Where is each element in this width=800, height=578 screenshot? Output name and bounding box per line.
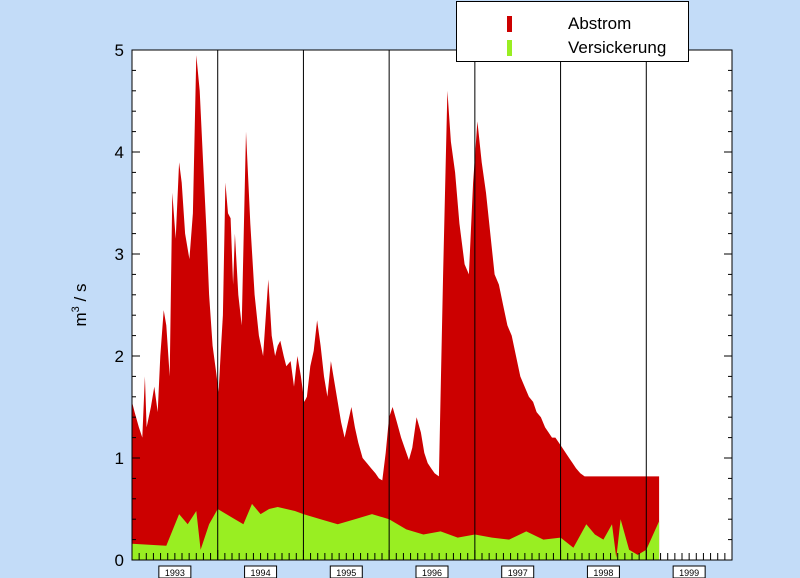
year-label-box xyxy=(329,565,363,578)
series-layer xyxy=(132,55,660,560)
year-label: 1997 xyxy=(508,568,528,578)
series-versickerung-area xyxy=(132,503,660,560)
series-abstrom-area xyxy=(132,55,660,560)
y-tick-label: 5 xyxy=(115,41,124,60)
year-label-box xyxy=(415,565,449,578)
legend-swatch-abstrom xyxy=(507,16,512,32)
year-label: 1996 xyxy=(422,568,442,578)
legend-item-abstrom: Abstrom xyxy=(457,12,688,36)
year-label: 1993 xyxy=(165,568,185,578)
y-tick-label: 1 xyxy=(115,449,124,468)
year-label: 1995 xyxy=(336,568,356,578)
year-label: 1999 xyxy=(679,568,699,578)
year-label: 1998 xyxy=(593,568,613,578)
legend-label-abstrom: Abstrom xyxy=(568,14,632,33)
y-axis-label-sup: 3 xyxy=(70,306,82,312)
year-dividers xyxy=(217,50,647,560)
year-label-box xyxy=(158,565,192,578)
legend-item-versickerung: Versickerung xyxy=(457,36,688,60)
legend-swatch-versickerung xyxy=(507,40,512,56)
y-tick-label: 0 xyxy=(115,551,124,570)
legend-label-versickerung: Versickerung xyxy=(568,38,667,57)
year-label-box xyxy=(244,565,278,578)
year-label-box xyxy=(672,565,706,578)
year-label-box xyxy=(586,565,620,578)
year-label: 1994 xyxy=(251,568,271,578)
y-axis-label-rest: / s xyxy=(71,284,90,307)
y-axis-label-base: m xyxy=(71,312,90,326)
y-tick-label: 2 xyxy=(115,347,124,366)
y-axis: 0 1 2 3 4 5 xyxy=(115,41,732,570)
year-label-box xyxy=(501,565,535,578)
y-tick-label: 3 xyxy=(115,245,124,264)
y-axis-label: m3 / s xyxy=(70,284,90,327)
legend: Abstrom Versickerung xyxy=(456,1,689,62)
y-tick-label: 4 xyxy=(115,143,124,162)
x-axis: 1993 1994 1995 1996 1997 1998 1999 xyxy=(131,550,733,578)
